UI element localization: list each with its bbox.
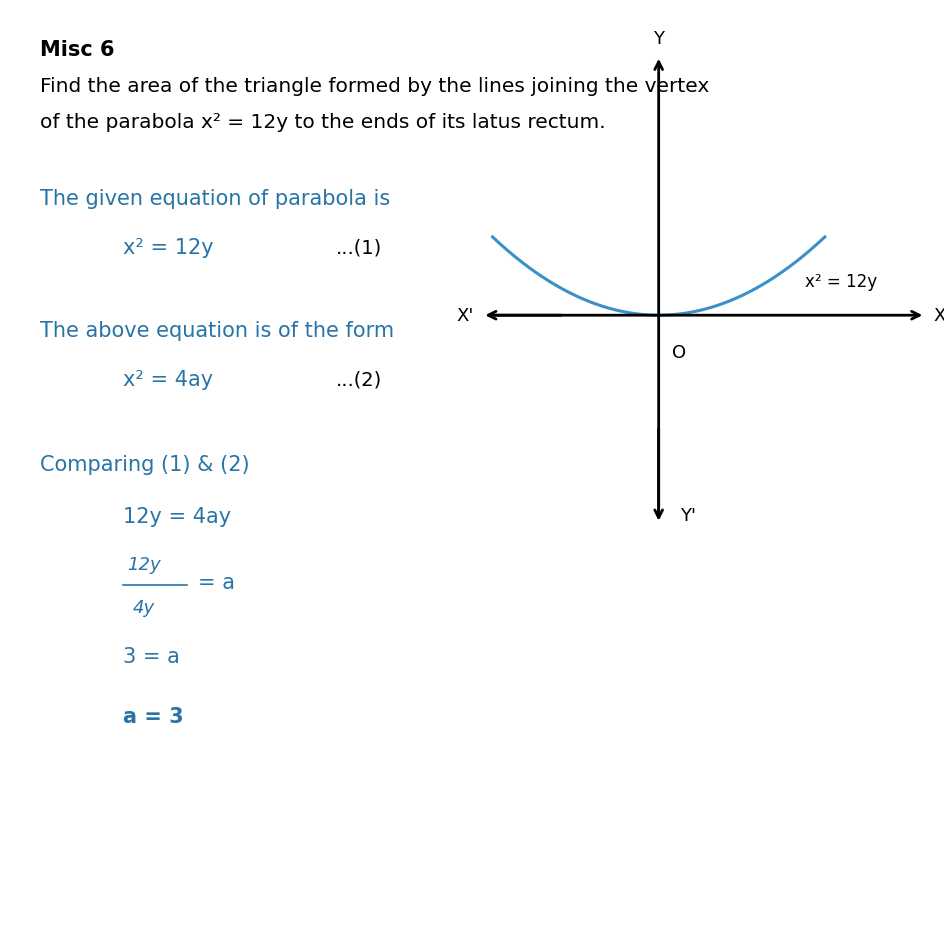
Text: x² = 4ay: x² = 4ay xyxy=(123,370,212,390)
Text: 3 = a: 3 = a xyxy=(123,647,179,666)
Text: O: O xyxy=(671,344,685,362)
Text: Find the area of the triangle formed by the lines joining the vertex: Find the area of the triangle formed by … xyxy=(40,77,708,96)
Text: x² = 12y: x² = 12y xyxy=(804,273,877,291)
Text: 4y: 4y xyxy=(132,598,154,616)
Text: ...(1): ...(1) xyxy=(335,238,381,257)
Text: X': X' xyxy=(456,307,473,325)
Text: ...(2): ...(2) xyxy=(335,370,381,389)
Text: X: X xyxy=(933,307,944,325)
Text: The above equation is of the form: The above equation is of the form xyxy=(40,321,394,341)
Text: = a: = a xyxy=(198,572,235,593)
Text: Y': Y' xyxy=(680,506,696,524)
Text: x² = 12y: x² = 12y xyxy=(123,238,213,258)
Text: of the parabola x² = 12y to the ends of its latus rectum.: of the parabola x² = 12y to the ends of … xyxy=(40,113,605,132)
Text: Comparing (1) & (2): Comparing (1) & (2) xyxy=(40,455,249,475)
Text: Y: Y xyxy=(652,29,664,47)
Text: The given equation of parabola is: The given equation of parabola is xyxy=(40,189,390,209)
Text: 12y = 4ay: 12y = 4ay xyxy=(123,506,230,526)
Text: 12y: 12y xyxy=(127,555,161,573)
Text: Misc 6: Misc 6 xyxy=(40,40,114,59)
Text: a = 3: a = 3 xyxy=(123,706,183,726)
